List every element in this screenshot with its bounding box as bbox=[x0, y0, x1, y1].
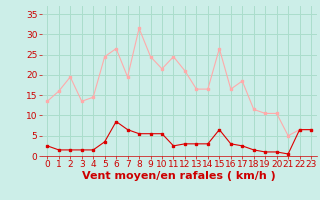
X-axis label: Vent moyen/en rafales ( km/h ): Vent moyen/en rafales ( km/h ) bbox=[82, 171, 276, 181]
